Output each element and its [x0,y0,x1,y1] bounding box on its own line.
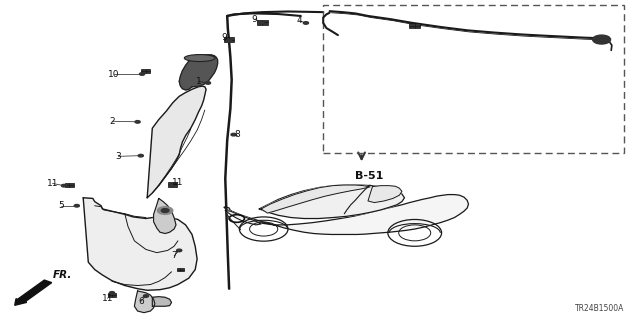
Bar [168,182,177,187]
Text: 6: 6 [138,297,143,306]
Text: B-51: B-51 [355,171,383,181]
Ellipse shape [184,55,215,62]
Text: 2: 2 [109,117,115,126]
Polygon shape [134,291,155,313]
Text: 11: 11 [102,294,113,303]
Circle shape [140,73,145,75]
Text: 11: 11 [47,179,58,188]
Circle shape [593,35,611,44]
Bar [141,69,150,73]
Bar [409,23,420,28]
Bar [108,293,116,297]
Circle shape [169,184,174,187]
Text: 9: 9 [252,15,257,24]
Circle shape [227,40,232,42]
Circle shape [109,292,115,294]
Circle shape [143,295,148,297]
Polygon shape [225,211,261,225]
FancyArrow shape [15,280,52,305]
Text: 5: 5 [58,201,63,210]
Text: 7: 7 [172,251,177,260]
Text: 11: 11 [172,178,184,187]
Polygon shape [224,195,468,234]
Circle shape [74,204,79,207]
Text: 3: 3 [116,152,121,161]
Text: 4: 4 [297,16,302,25]
Text: TR24B1500A: TR24B1500A [575,304,624,313]
Bar [65,183,74,187]
Polygon shape [154,198,176,234]
Polygon shape [147,86,206,198]
Bar [177,268,184,271]
Circle shape [161,209,169,212]
Polygon shape [179,55,218,90]
Circle shape [177,249,182,252]
Bar [323,5,624,153]
Text: FR.: FR. [52,270,72,280]
Circle shape [231,133,236,136]
Bar [224,37,234,42]
Circle shape [61,184,67,187]
Circle shape [303,22,308,24]
Polygon shape [259,185,404,219]
Circle shape [205,82,211,84]
Text: 9: 9 [221,33,227,42]
Circle shape [138,154,143,157]
Circle shape [135,121,140,123]
Bar [257,20,268,25]
Circle shape [259,21,264,24]
Polygon shape [83,198,197,290]
Text: 8: 8 [234,130,239,139]
Circle shape [157,207,173,214]
Text: 1: 1 [196,77,201,86]
Polygon shape [152,297,172,306]
Polygon shape [368,186,402,203]
Polygon shape [261,185,370,213]
Text: 10: 10 [108,70,120,78]
